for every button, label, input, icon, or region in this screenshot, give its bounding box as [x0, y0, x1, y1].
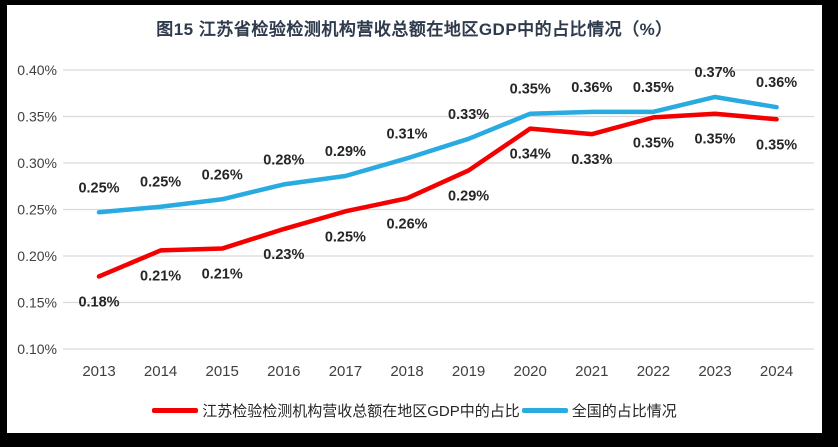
svg-text:0.25%: 0.25% [140, 175, 181, 191]
svg-text:2024: 2024 [760, 363, 793, 380]
svg-text:0.28%: 0.28% [263, 152, 304, 168]
svg-text:0.23%: 0.23% [263, 247, 304, 263]
svg-text:0.37%: 0.37% [694, 65, 735, 81]
svg-text:0.26%: 0.26% [202, 167, 243, 183]
jiangsu-line-swatch-icon [152, 408, 199, 413]
svg-text:0.35%: 0.35% [756, 137, 797, 153]
legend-item-jiangsu: 江苏检验检测机构营收总额在地区GDP中的占比 [152, 400, 520, 421]
svg-text:0.29%: 0.29% [448, 188, 489, 204]
national-line-swatch-icon [521, 408, 568, 413]
svg-text:0.21%: 0.21% [202, 267, 243, 283]
svg-text:2023: 2023 [698, 363, 731, 380]
svg-text:0.21%: 0.21% [140, 268, 181, 284]
svg-text:0.25%: 0.25% [325, 229, 366, 245]
legend-label-national: 全国的占比情况 [571, 403, 677, 420]
svg-text:0.36%: 0.36% [571, 80, 612, 96]
svg-text:2019: 2019 [452, 363, 485, 380]
svg-text:0.30%: 0.30% [17, 155, 57, 171]
svg-text:0.29%: 0.29% [325, 144, 366, 160]
svg-text:0.31%: 0.31% [386, 126, 427, 142]
chart-svg: 0.40% 0.35% 0.30% 0.25% 0.20% 0.15% 0.10% 2013 2… [17, 62, 814, 380]
legend: 江苏检验检测机构营收总额在地区GDP中的占比 全国的占比情况 [7, 400, 822, 421]
svg-text:2015: 2015 [206, 363, 239, 380]
svg-text:0.36%: 0.36% [756, 75, 797, 91]
svg-text:2016: 2016 [267, 363, 300, 380]
svg-text:0.33%: 0.33% [571, 152, 612, 168]
svg-text:0.33%: 0.33% [448, 107, 489, 123]
svg-text:0.35%: 0.35% [17, 109, 57, 125]
svg-text:0.10%: 0.10% [17, 341, 57, 357]
chart-title: 图15 江苏省检验检测机构营收总额在地区GDP中的占比情况（%） [156, 20, 673, 39]
svg-text:2022: 2022 [637, 363, 670, 380]
svg-text:0.35%: 0.35% [694, 132, 735, 148]
svg-text:0.25%: 0.25% [17, 202, 57, 218]
svg-text:0.35%: 0.35% [510, 82, 551, 98]
svg-text:0.26%: 0.26% [386, 216, 427, 232]
svg-text:0.20%: 0.20% [17, 248, 57, 264]
svg-text:2017: 2017 [329, 363, 362, 380]
svg-text:0.35%: 0.35% [633, 135, 674, 151]
svg-text:0.15%: 0.15% [17, 295, 57, 311]
svg-text:2021: 2021 [575, 363, 608, 380]
svg-text:0.40%: 0.40% [17, 62, 57, 78]
legend-label-jiangsu: 江苏检验检测机构营收总额在地区GDP中的占比 [202, 403, 520, 420]
svg-text:0.35%: 0.35% [633, 80, 674, 96]
svg-text:2018: 2018 [390, 363, 423, 380]
svg-text:2013: 2013 [82, 363, 115, 380]
legend-item-national: 全国的占比情况 [521, 400, 677, 421]
svg-text:0.25%: 0.25% [78, 180, 119, 196]
chart-canvas: 图15 江苏省检验检测机构营收总额在地区GDP中的占比情况（%） 0.40% 0.… [7, 5, 822, 433]
svg-text:2014: 2014 [144, 363, 177, 380]
svg-text:0.34%: 0.34% [510, 147, 551, 163]
svg-text:0.18%: 0.18% [78, 294, 119, 310]
svg-text:2020: 2020 [514, 363, 547, 380]
